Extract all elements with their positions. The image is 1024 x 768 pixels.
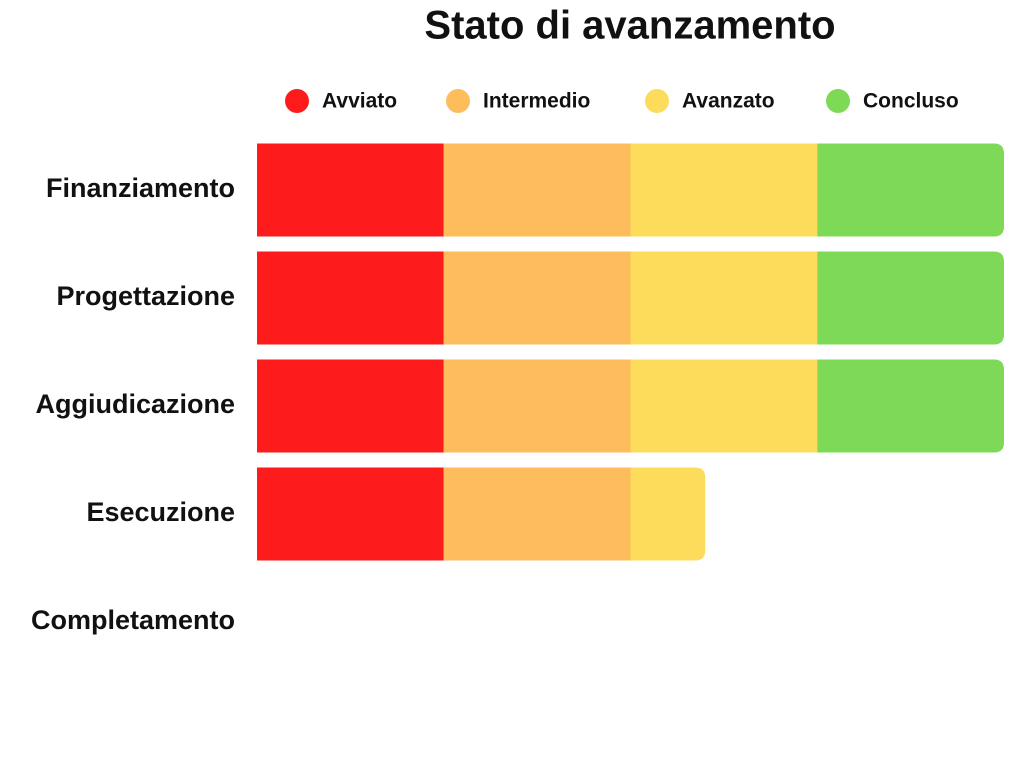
legend-swatch (285, 89, 309, 113)
bar-segment (630, 143, 818, 237)
y-tick-label: Completamento (31, 605, 235, 635)
chart-title: Stato di avanzamento (424, 4, 835, 48)
bar-segment (257, 143, 444, 237)
legend-label: Concluso (863, 90, 959, 113)
bar-segment (443, 359, 631, 453)
bar-segment (257, 467, 444, 561)
bar-segment (443, 143, 631, 237)
legend-label: Avviato (322, 90, 397, 113)
legend-swatch (826, 89, 850, 113)
y-tick-label: Finanziamento (46, 173, 235, 203)
bar-segment (443, 467, 631, 561)
bar-segment (443, 251, 631, 345)
bar-segment (630, 359, 818, 453)
bar-segment (630, 251, 818, 345)
bar-segment (257, 251, 444, 345)
y-tick-label: Aggiudicazione (35, 389, 235, 419)
bar-segment (817, 251, 1004, 345)
y-tick-label: Progettazione (56, 281, 235, 311)
bar-segment (257, 359, 444, 453)
bar-segment (630, 467, 706, 561)
bar-segment (817, 359, 1004, 453)
legend-swatch (645, 89, 669, 113)
legend-swatch (446, 89, 470, 113)
bar-segment (817, 143, 1004, 237)
legend-label: Avanzato (682, 90, 775, 113)
y-tick-label: Esecuzione (86, 497, 235, 527)
legend-label: Intermedio (483, 90, 590, 113)
